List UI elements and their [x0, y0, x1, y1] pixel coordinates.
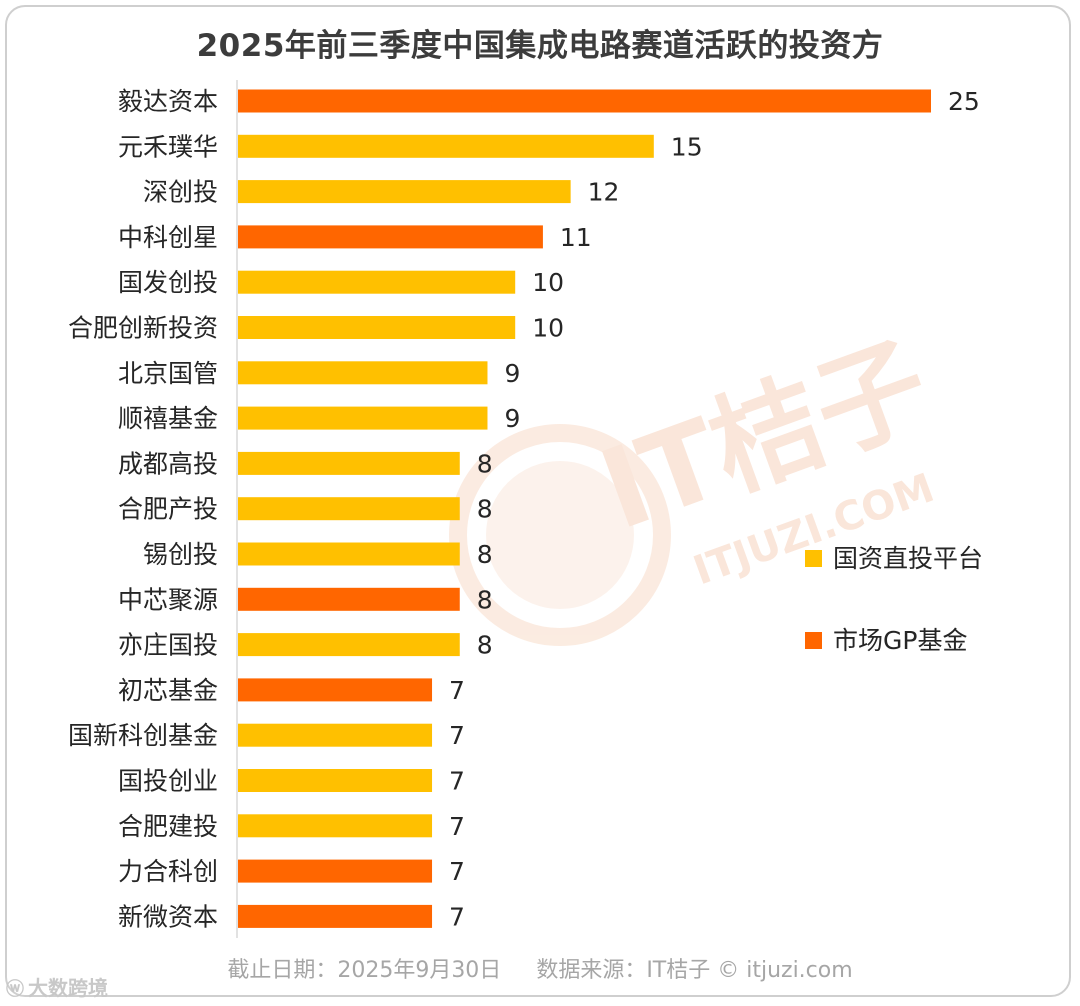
value-label: 8	[477, 495, 493, 524]
category-label: 锡创投	[143, 540, 218, 569]
value-label: 8	[477, 585, 493, 614]
bar	[238, 633, 460, 657]
bar	[238, 723, 433, 747]
value-label: 10	[532, 314, 564, 343]
corner-watermark: ⓦ 大数跨境	[6, 972, 108, 1001]
bar	[238, 587, 460, 611]
bar	[238, 678, 433, 702]
footer-date: 截止日期：2025年9月30日	[227, 958, 502, 983]
category-label: 顺禧基金	[118, 404, 218, 433]
value-label: 7	[449, 902, 465, 931]
category-label: 中芯聚源	[118, 585, 218, 614]
value-label: 7	[449, 857, 465, 886]
value-label: 25	[948, 87, 980, 116]
watermark-logo-ring	[449, 424, 671, 646]
category-label: 国投创业	[118, 767, 218, 796]
footer-source: 数据来源：IT桔子 © itjuzi.com	[536, 958, 853, 983]
category-label: 国发创投	[118, 268, 218, 297]
bar	[238, 859, 433, 883]
value-label: 10	[532, 268, 564, 297]
value-label: 11	[560, 223, 592, 252]
category-label: 力合科创	[118, 857, 218, 886]
category-label: 深创投	[143, 178, 218, 207]
value-label: 9	[504, 359, 520, 388]
category-label: 中科创星	[118, 223, 218, 252]
category-label: 北京国管	[118, 359, 218, 388]
category-label: 合肥建投	[118, 812, 218, 841]
watermark-logo-core	[486, 461, 634, 609]
chart-title: 2025年前三季度中国集成电路赛道活跃的投资方	[196, 28, 884, 64]
bar	[238, 904, 433, 928]
value-label: 12	[588, 178, 620, 207]
legend-swatch	[805, 632, 822, 649]
value-label: 7	[449, 676, 465, 705]
bar	[238, 542, 460, 566]
bars	[238, 89, 931, 928]
legend-label: 国资直投平台	[833, 544, 983, 573]
category-label: 亦庄国投	[118, 631, 218, 660]
bar	[238, 451, 460, 475]
category-label: 国新科创基金	[68, 721, 218, 750]
category-labels: 毅达资本元禾璞华深创投中科创星国发创投合肥创新投资北京国管顺禧基金成都高投合肥产…	[68, 87, 218, 931]
bar	[238, 316, 516, 339]
category-label: 合肥产投	[118, 495, 218, 524]
category-label: 初芯基金	[118, 676, 218, 705]
value-label: 7	[449, 767, 465, 796]
bar	[238, 406, 488, 430]
bar	[238, 89, 931, 113]
category-label: 成都高投	[118, 449, 218, 478]
value-label: 7	[449, 812, 465, 841]
bar	[238, 225, 543, 249]
weibo-icon: ⓦ	[6, 979, 24, 1000]
bar	[238, 361, 488, 385]
category-label: 合肥创新投资	[68, 314, 218, 343]
category-label: 新微资本	[118, 902, 218, 931]
legend-swatch	[805, 550, 822, 567]
bar	[238, 134, 654, 158]
value-label: 7	[449, 721, 465, 750]
value-label: 8	[477, 631, 493, 660]
bar	[238, 270, 516, 294]
bar	[238, 180, 571, 204]
category-label: 元禾璞华	[118, 132, 218, 161]
value-label: 15	[671, 132, 703, 161]
value-label: 8	[477, 540, 493, 569]
watermark: IT桔子 ITJUZI.COM	[449, 319, 945, 646]
value-label: 8	[477, 449, 493, 478]
legend-label: 市场GP基金	[833, 626, 967, 655]
corner-watermark-text: 大数跨境	[28, 976, 108, 1000]
bar	[238, 814, 433, 838]
footer: 截止日期：2025年9月30日 数据来源：IT桔子 © itjuzi.com	[0, 952, 1080, 984]
category-label: 毅达资本	[118, 87, 218, 116]
bar	[238, 497, 460, 521]
bar	[238, 769, 433, 792]
value-label: 9	[504, 404, 520, 433]
